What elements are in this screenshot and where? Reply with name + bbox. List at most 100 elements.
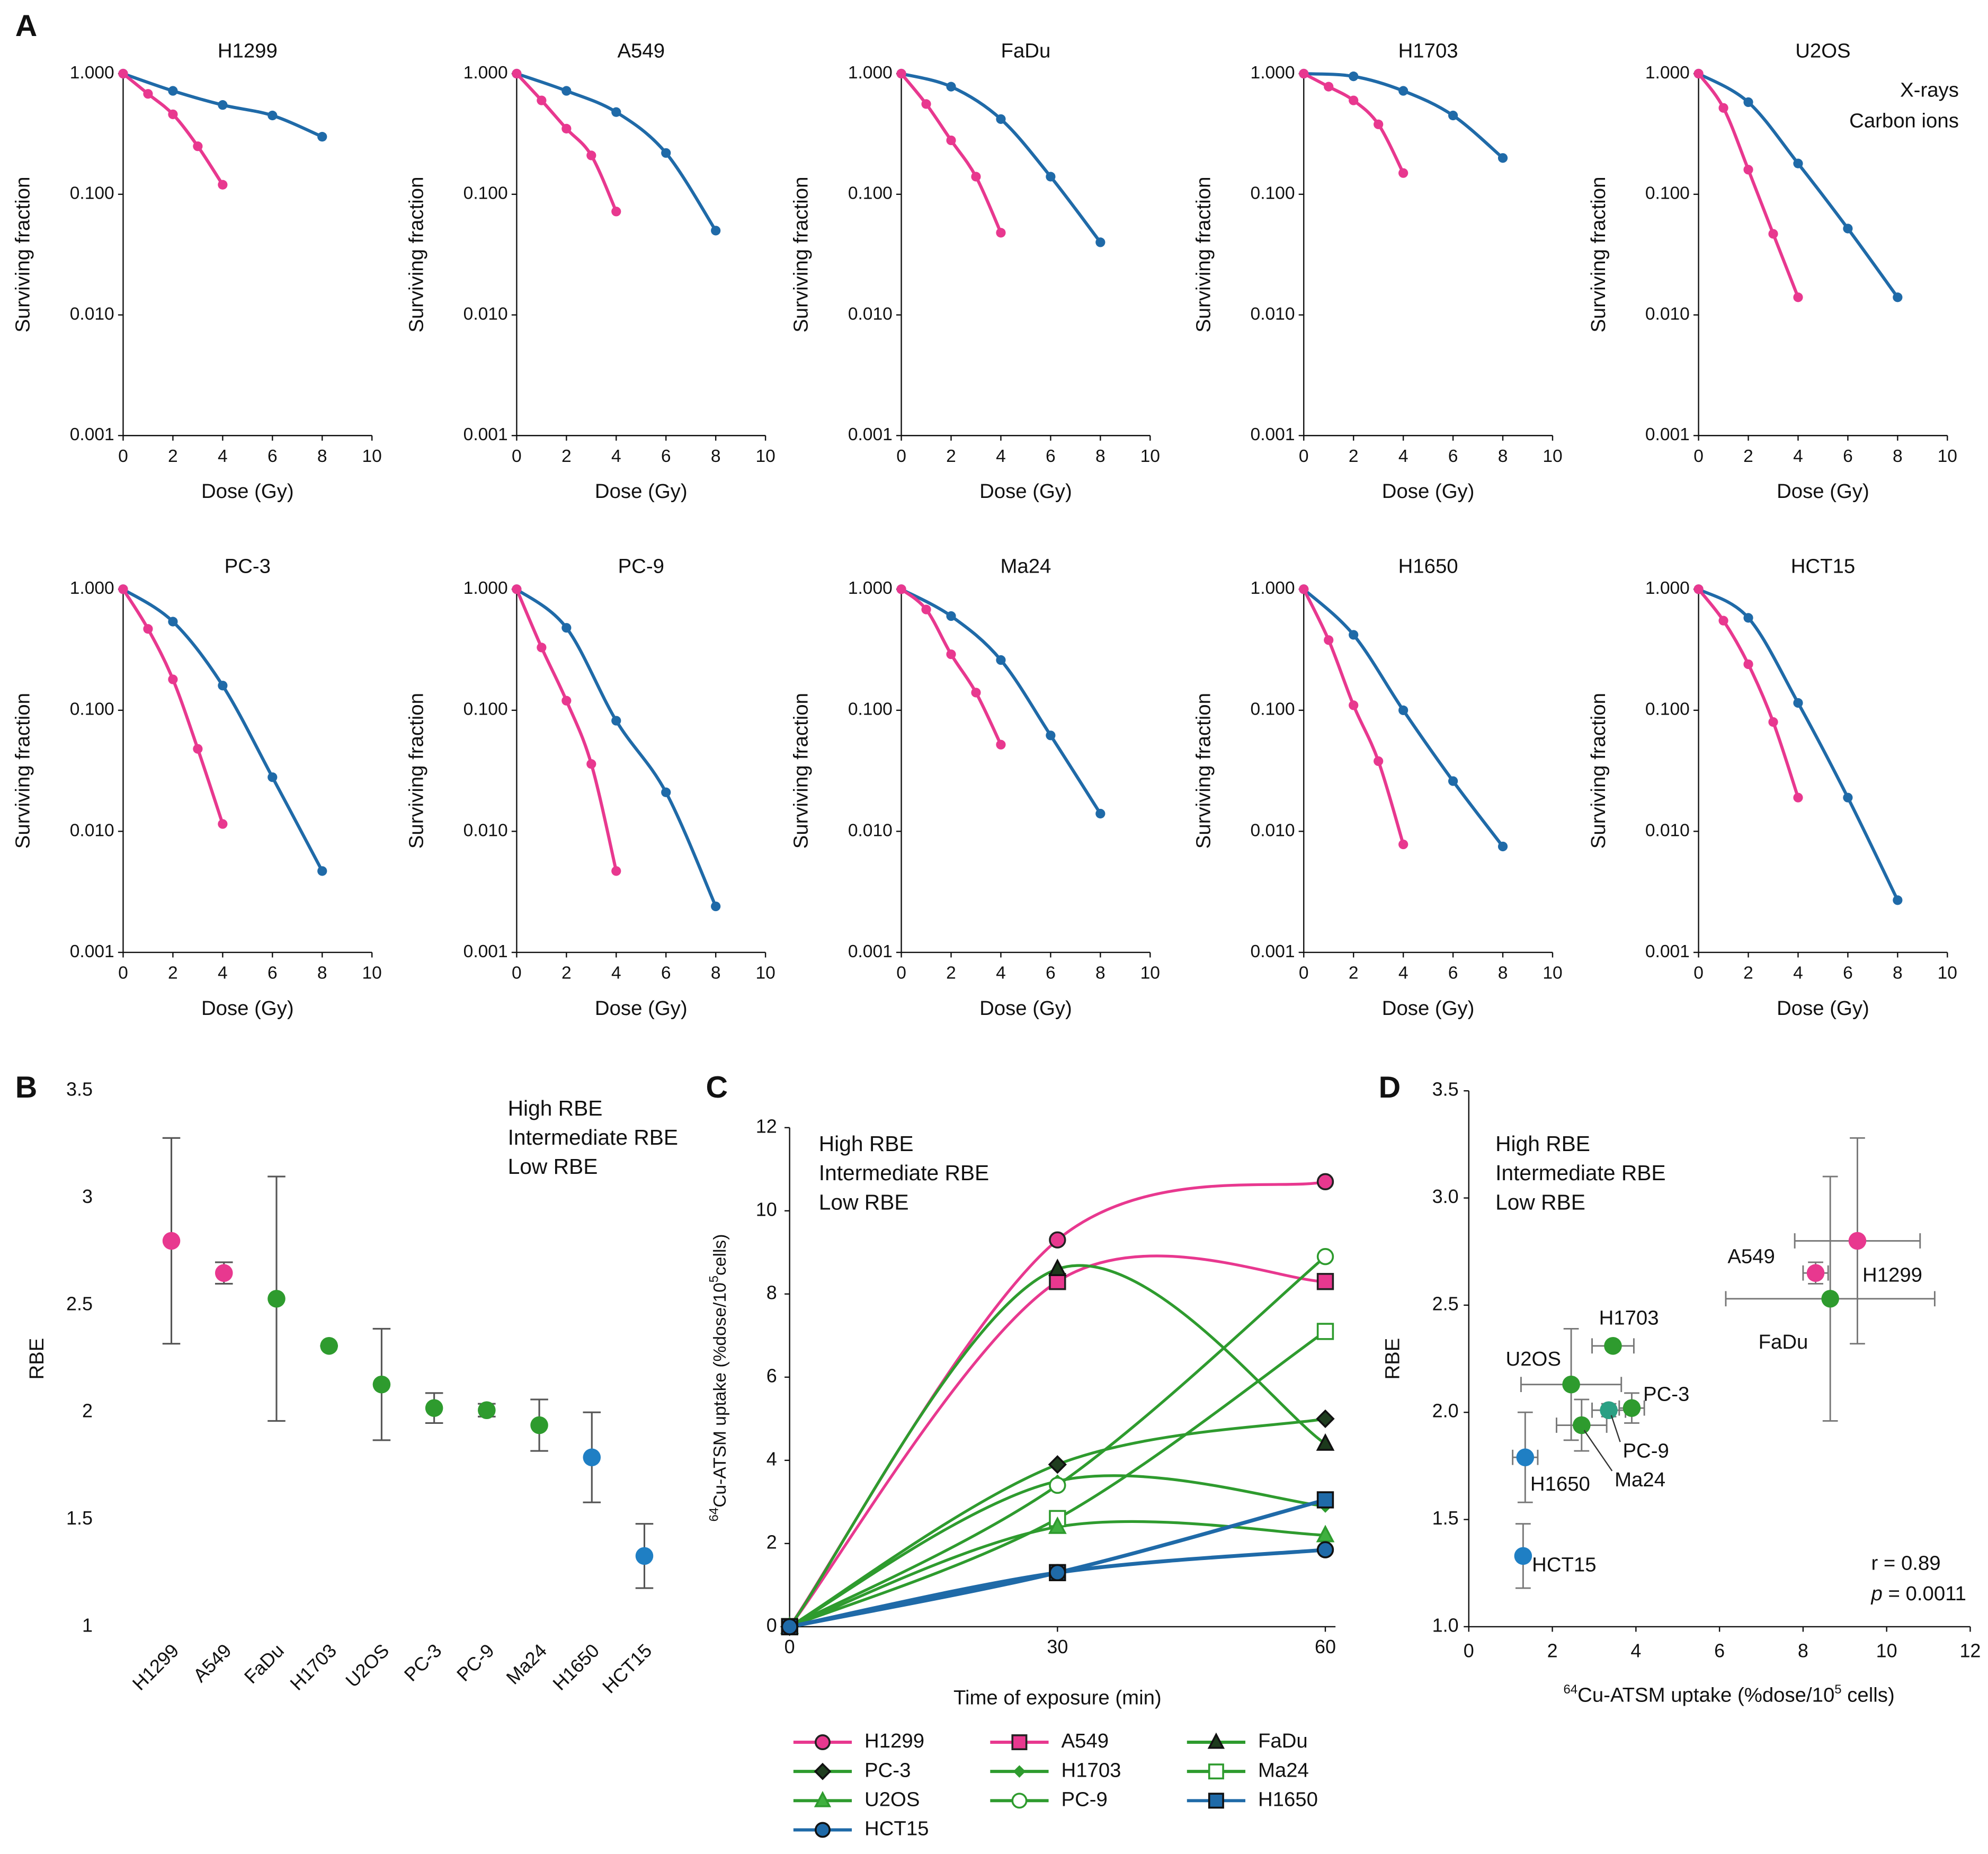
panel-letter: C bbox=[706, 1071, 728, 1104]
legend-label: A549 bbox=[1062, 1730, 1109, 1752]
data-point bbox=[1743, 97, 1753, 108]
data-point bbox=[946, 611, 956, 621]
x-tick-label: 4 bbox=[1398, 964, 1408, 983]
data-point bbox=[218, 681, 228, 691]
x-tick-label: 2 bbox=[1349, 964, 1359, 983]
data-point bbox=[996, 114, 1006, 124]
x-tick-label: 2 bbox=[168, 447, 178, 466]
data-point bbox=[1324, 635, 1334, 645]
y-tick-label: 0.100 bbox=[1251, 184, 1295, 203]
x-tick-label: U2OS bbox=[341, 1639, 393, 1691]
y-tick-label: 3.5 bbox=[66, 1078, 93, 1100]
y-tick-label: 0.100 bbox=[70, 184, 114, 203]
chart-title: H1299 bbox=[218, 39, 278, 62]
data-point bbox=[1893, 895, 1903, 905]
data-point bbox=[1743, 613, 1753, 623]
x-axis-label: Time of exposure (min) bbox=[953, 1687, 1162, 1709]
annotation: r = 0.89 bbox=[1871, 1552, 1941, 1575]
data-point bbox=[561, 123, 572, 133]
data-point bbox=[661, 787, 671, 797]
y-axis-label-part: cells) bbox=[710, 1234, 730, 1276]
fit-curve bbox=[515, 587, 717, 907]
data-point bbox=[635, 1547, 654, 1565]
y-tick-label: 0.010 bbox=[1645, 304, 1690, 324]
x-axis-label: Dose (Gy) bbox=[979, 997, 1072, 1020]
legend-label: High RBE bbox=[819, 1131, 914, 1156]
legend-label: U2OS bbox=[864, 1788, 920, 1811]
fit-curve bbox=[516, 72, 717, 231]
data-point bbox=[1768, 717, 1778, 727]
data-point bbox=[996, 228, 1006, 238]
data-point bbox=[118, 68, 128, 79]
annotation-text: r = 0.89 bbox=[1871, 1552, 1941, 1575]
y-tick-label: 1.000 bbox=[1645, 63, 1690, 83]
y-tick-label: 1.000 bbox=[1645, 578, 1690, 598]
data-point bbox=[996, 655, 1006, 665]
line bbox=[788, 1254, 1326, 1628]
data-point bbox=[218, 819, 228, 829]
y-tick-label: 1.0 bbox=[1432, 1614, 1459, 1636]
data-point bbox=[711, 226, 721, 236]
data-point bbox=[193, 744, 203, 754]
data-point bbox=[971, 688, 981, 698]
data-point bbox=[996, 739, 1006, 750]
data-point bbox=[1374, 119, 1384, 129]
x-tick-label: H1650 bbox=[548, 1639, 603, 1695]
y-tick-label: 2.5 bbox=[1432, 1293, 1459, 1314]
data-point bbox=[1793, 792, 1803, 803]
x-tick-label: 8 bbox=[711, 447, 721, 466]
chart-title: H1703 bbox=[1398, 39, 1458, 62]
data-point bbox=[1843, 224, 1853, 234]
point-label: H1703 bbox=[1599, 1307, 1659, 1330]
x-tick-label: 8 bbox=[1893, 964, 1903, 983]
data-point bbox=[1562, 1375, 1580, 1394]
x-axis-label: Dose (Gy) bbox=[201, 480, 294, 503]
data-point bbox=[512, 584, 522, 594]
data-point bbox=[1398, 705, 1408, 715]
data-point bbox=[583, 1448, 601, 1466]
y-tick-label: 0.001 bbox=[463, 425, 508, 444]
data-point bbox=[1806, 1264, 1825, 1282]
data-point bbox=[1693, 584, 1704, 594]
x-tick-label: 6 bbox=[268, 964, 278, 983]
y-tick-label: 0.100 bbox=[463, 184, 508, 203]
y-tick-label: 0.100 bbox=[1645, 700, 1690, 719]
legend-label: Ma24 bbox=[1258, 1759, 1309, 1781]
y-tick-label: 0.010 bbox=[70, 821, 114, 840]
data-point bbox=[1095, 808, 1106, 819]
y-tick-label: 0.100 bbox=[848, 184, 893, 203]
data-point bbox=[611, 107, 621, 117]
x-tick-label: 6 bbox=[1448, 447, 1458, 466]
data-point bbox=[1349, 700, 1359, 710]
point-label: A549 bbox=[1727, 1245, 1775, 1268]
data-point bbox=[896, 68, 906, 79]
x-tick-label: 6 bbox=[1714, 1639, 1725, 1661]
data-point bbox=[1349, 72, 1359, 82]
data-point bbox=[921, 99, 931, 109]
x-tick-label: 0 bbox=[896, 964, 906, 983]
x-tick-label: 4 bbox=[1793, 964, 1803, 983]
data-point bbox=[946, 649, 956, 659]
data-point bbox=[1349, 630, 1359, 640]
annotation-text: = 0.0011 bbox=[1883, 1582, 1966, 1605]
data-point bbox=[1623, 1399, 1641, 1417]
data-point bbox=[218, 100, 228, 110]
data-point bbox=[1718, 103, 1728, 113]
data-point bbox=[512, 68, 522, 79]
x-tick-label: 10 bbox=[1876, 1639, 1897, 1661]
data-point bbox=[896, 584, 906, 594]
y-axis-label-sup: 64 bbox=[707, 1508, 721, 1522]
fit-curve bbox=[515, 589, 618, 872]
x-tick-label: HCT15 bbox=[598, 1639, 656, 1698]
data-point bbox=[1349, 95, 1359, 105]
x-tick-label: 0 bbox=[512, 447, 522, 466]
data-point bbox=[1299, 68, 1309, 79]
x-tick-label: PC-3 bbox=[400, 1639, 446, 1686]
marker bbox=[1316, 1323, 1334, 1340]
point-label: Ma24 bbox=[1615, 1468, 1665, 1491]
x-tick-label: 0 bbox=[784, 1636, 795, 1657]
marker bbox=[1048, 1455, 1067, 1474]
point-label: PC-3 bbox=[1643, 1383, 1689, 1405]
panel-letter: A bbox=[15, 9, 38, 43]
